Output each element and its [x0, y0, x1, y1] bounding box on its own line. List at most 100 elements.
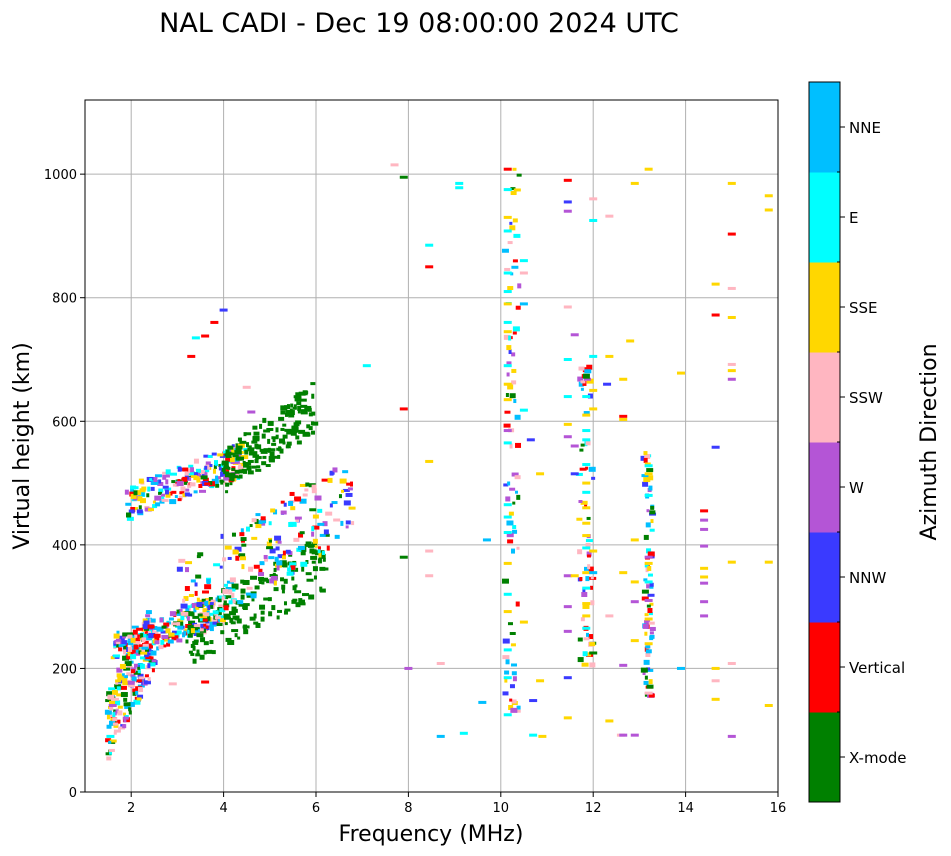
echo-cluster-0-pixel — [108, 714, 114, 718]
echo-cluster-1-pixel — [215, 609, 222, 615]
echo-cluster-3-pixel — [325, 511, 333, 516]
echo-cluster-4-pixel — [125, 512, 131, 518]
echo-cluster-6-pixel — [514, 475, 521, 480]
echo-cluster-0-pixel — [144, 654, 150, 658]
echo-point-101 — [589, 407, 598, 411]
echo-cluster-3-pixel — [234, 546, 242, 552]
echo-cluster-1-pixel — [116, 640, 121, 645]
echo-cluster-6-pixel — [507, 286, 514, 291]
echo-cluster-3-pixel — [286, 571, 294, 576]
echo-cluster-2-pixel — [300, 550, 306, 556]
echo-cluster-5-pixel — [235, 448, 242, 452]
echo-cluster-5-pixel — [247, 459, 254, 463]
echo-cluster-8-pixel — [648, 693, 655, 698]
echo-cluster-4-pixel — [242, 455, 249, 460]
echo-cluster-3-pixel — [250, 593, 257, 599]
echo-cluster-2-pixel — [236, 618, 242, 624]
echo-cluster-3-pixel — [322, 521, 328, 527]
echo-cluster-3-pixel — [347, 487, 353, 491]
echo-cluster-6-pixel — [516, 494, 521, 500]
echo-cluster-0-pixel — [145, 614, 151, 618]
y-tick-label-1: 200 — [52, 662, 77, 677]
echo-cluster-4-pixel — [148, 508, 155, 512]
echo-cluster-8-pixel — [648, 485, 653, 491]
echo-cluster-3-pixel — [275, 540, 280, 544]
echo-cluster-8-pixel — [649, 528, 655, 532]
echo-cluster-2-pixel — [322, 567, 329, 571]
echo-cluster-1-pixel — [122, 655, 130, 661]
echo-cluster-4-pixel — [217, 453, 224, 457]
echo-point-92 — [582, 571, 591, 575]
echo-cluster-7-pixel — [586, 378, 594, 384]
echo-cluster-3-pixel — [196, 602, 203, 608]
echo-cluster-7-pixel — [576, 517, 583, 521]
echo-cluster-5-pixel — [234, 450, 241, 455]
echo-point-44 — [503, 503, 512, 507]
echo-cluster-5-pixel — [262, 455, 267, 459]
echo-point-156 — [727, 362, 736, 366]
echo-point-102 — [589, 549, 598, 553]
echo-cluster-7-pixel — [582, 373, 590, 379]
echo-cluster-3-pixel — [282, 555, 287, 560]
echo-point-108 — [605, 614, 614, 618]
echo-cluster-3-pixel — [312, 538, 318, 544]
echo-cluster-4-pixel — [125, 502, 132, 506]
echo-cluster-0-pixel — [119, 663, 126, 669]
echo-cluster-6-pixel — [516, 546, 520, 550]
echo-cluster-2-pixel — [319, 588, 326, 593]
echo-cluster-4-pixel — [162, 485, 169, 489]
echo-cluster-8-pixel — [642, 623, 649, 629]
echo-cluster-5-pixel — [234, 469, 240, 474]
echo-cluster-1-pixel — [171, 630, 177, 635]
echo-cluster-1-pixel — [191, 602, 197, 608]
echo-cluster-2-pixel — [249, 616, 256, 621]
echo-cluster-2-pixel — [283, 601, 287, 606]
echo-cluster-3-pixel — [231, 592, 235, 598]
echo-cluster-1-pixel — [141, 646, 149, 650]
echo-point-30 — [503, 167, 512, 171]
echo-cluster-1-pixel — [154, 640, 160, 645]
echo-cluster-7-pixel — [585, 543, 591, 549]
echo-point-139 — [700, 527, 709, 531]
echo-cluster-5-pixel — [293, 395, 297, 399]
echo-cluster-1-pixel — [113, 633, 120, 639]
echo-cluster-0-pixel — [133, 699, 141, 705]
echo-cluster-5-pixel — [246, 465, 252, 471]
echo-cluster-4-pixel — [238, 462, 246, 467]
echo-cluster-2-pixel — [209, 640, 214, 645]
echo-cluster-5-pixel — [278, 438, 283, 443]
echo-cluster-1-pixel — [159, 617, 164, 623]
echo-cluster-1-pixel — [134, 632, 138, 638]
colorbar-swatch-1 — [809, 622, 840, 713]
echo-cluster-4-pixel — [179, 491, 185, 495]
echo-cluster-6-pixel — [501, 248, 509, 253]
echo-cluster-7-pixel — [585, 632, 589, 637]
echo-cluster-5-pixel — [225, 482, 230, 487]
echo-point-82 — [582, 413, 591, 417]
echo-point-134 — [644, 691, 653, 695]
colorbar-label-0: X-mode — [849, 749, 906, 767]
echo-cluster-7-pixel — [577, 657, 584, 663]
echo-cluster-0-pixel — [109, 700, 116, 705]
echo-point-10 — [242, 385, 251, 389]
echo-cluster-0-pixel — [115, 679, 122, 683]
echo-cluster-3-pixel — [285, 549, 291, 554]
echo-cluster-1-pixel — [167, 639, 174, 644]
echo-cluster-3-pixel — [220, 533, 224, 539]
echo-cluster-1-pixel — [161, 634, 169, 639]
echo-cluster-5-pixel — [280, 427, 285, 431]
echo-cluster-5-pixel — [231, 467, 236, 471]
echo-cluster-2-pixel — [197, 613, 203, 617]
echo-cluster-1-pixel — [200, 623, 205, 628]
echo-cluster-2-pixel — [305, 572, 312, 576]
echo-cluster-7-pixel — [578, 381, 584, 387]
echo-cluster-1-pixel — [195, 605, 200, 610]
echo-cluster-8-pixel — [646, 668, 654, 672]
echo-cluster-0-pixel — [133, 670, 141, 675]
echo-cluster-3-pixel — [283, 502, 287, 507]
echo-cluster-0-pixel — [143, 680, 151, 685]
echo-cluster-5-pixel — [293, 422, 300, 427]
echo-cluster-1-pixel — [205, 625, 209, 629]
echo-cluster-6-pixel — [511, 699, 517, 704]
echo-cluster-5-pixel — [311, 411, 316, 416]
